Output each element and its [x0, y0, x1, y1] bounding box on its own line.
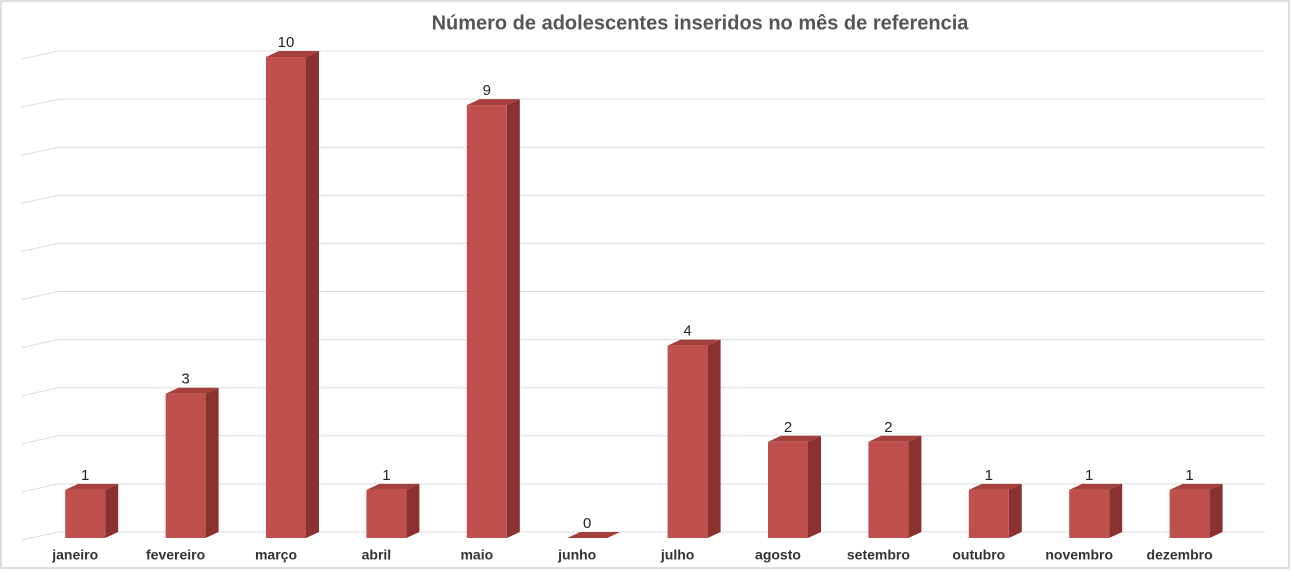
grid-line: [21, 435, 1265, 445]
bar-side: [808, 435, 821, 538]
bar-side: [1109, 483, 1123, 538]
grid-line: [21, 146, 1265, 156]
chart-title: Número de adolescentes inseridos no mês …: [432, 12, 970, 34]
bar-side: [506, 99, 520, 538]
data-label: 0: [583, 515, 591, 532]
x-tick-label: novembro: [1045, 547, 1113, 563]
x-tick-label: dezembro: [1147, 547, 1213, 563]
x-tick-label: outubro: [952, 547, 1005, 563]
x-tick-label: fevereiro: [146, 547, 205, 563]
grid-line: [21, 194, 1265, 204]
bar: [1169, 489, 1210, 538]
bar-top: [1169, 483, 1223, 490]
grid-line: [21, 531, 1265, 541]
data-label: 2: [784, 419, 792, 436]
bar: [65, 489, 106, 538]
bar: [366, 489, 407, 538]
bar-top: [868, 435, 922, 442]
bar-top: [667, 339, 721, 346]
bar-side: [1209, 483, 1223, 538]
data-label: 1: [382, 467, 390, 484]
bar: [1069, 489, 1110, 538]
bar-side: [105, 483, 119, 538]
x-tick-label: julho: [660, 547, 694, 563]
bar: [466, 105, 507, 538]
data-label: 1: [81, 467, 89, 484]
grid-line: [21, 483, 1265, 493]
grid-line: [21, 339, 1265, 349]
data-label: 4: [683, 323, 691, 340]
bar-side: [205, 387, 219, 538]
data-label: 1: [985, 467, 993, 484]
bar-top: [768, 435, 821, 442]
x-tick-label: setembro: [847, 547, 910, 563]
data-label: 10: [278, 34, 295, 51]
data-label: 1: [1185, 467, 1193, 484]
bar-top: [1069, 483, 1123, 490]
bar-side: [1008, 483, 1022, 538]
bar-top: [466, 99, 520, 106]
bar-top: [968, 483, 1022, 490]
bar-top: [366, 483, 420, 490]
bar-side: [306, 51, 319, 538]
bar-side: [406, 483, 420, 538]
grid-line: [21, 98, 1265, 108]
bar: [266, 57, 306, 538]
grid-line: [21, 387, 1265, 397]
bar: [667, 345, 708, 538]
x-tick-label: janeiro: [51, 547, 98, 563]
x-tick-label: junho: [557, 547, 596, 563]
bar: [768, 441, 808, 538]
grid-line: [21, 291, 1265, 300]
bar-top: [567, 532, 621, 538]
x-tick-label: abril: [362, 547, 392, 563]
data-label: 3: [181, 371, 189, 388]
bar: [968, 489, 1009, 538]
bar-top: [65, 483, 119, 490]
data-label: 9: [483, 82, 491, 99]
bar-top: [266, 51, 319, 57]
bar-side: [707, 339, 721, 538]
bar-side: [908, 435, 922, 538]
x-tick-label: agosto: [755, 547, 801, 563]
data-label: 1: [1085, 467, 1093, 484]
data-label: 2: [884, 419, 892, 436]
x-tick-label: maio: [460, 547, 493, 563]
x-tick-label: março: [255, 547, 297, 563]
bar-top: [165, 387, 219, 394]
bar: [165, 393, 206, 538]
bar: [868, 441, 909, 538]
grid-line: [21, 242, 1265, 252]
grid-line: [21, 50, 1265, 60]
